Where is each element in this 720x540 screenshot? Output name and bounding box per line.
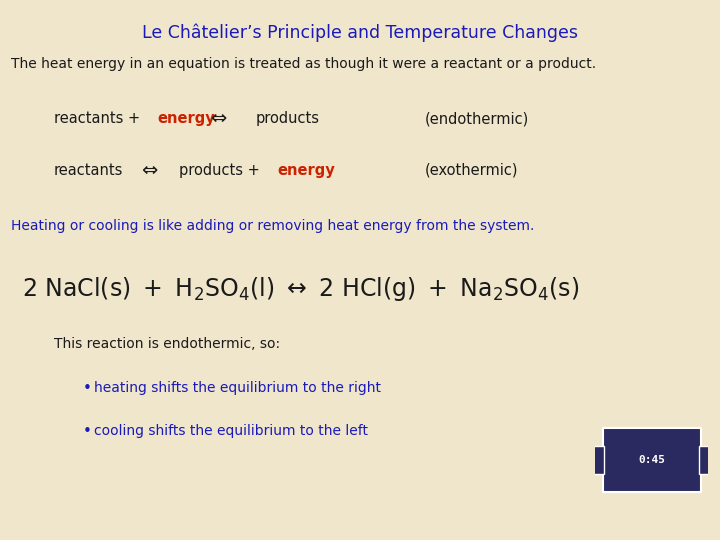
Text: ⇔: ⇔ xyxy=(141,160,158,180)
Text: energy: energy xyxy=(277,163,335,178)
Text: (exothermic): (exothermic) xyxy=(425,163,518,178)
Text: products: products xyxy=(256,111,320,126)
Text: ⇔: ⇔ xyxy=(210,109,227,129)
Text: 0:45: 0:45 xyxy=(638,455,665,465)
FancyBboxPatch shape xyxy=(699,446,711,475)
Text: (endothermic): (endothermic) xyxy=(425,111,529,126)
Text: •: • xyxy=(83,381,91,396)
FancyBboxPatch shape xyxy=(593,446,604,475)
Text: This reaction is endothermic, so:: This reaction is endothermic, so: xyxy=(54,338,280,352)
Text: products +: products + xyxy=(179,163,264,178)
Text: heating shifts the equilibrium to the right: heating shifts the equilibrium to the ri… xyxy=(94,381,381,395)
Text: $\mathregular{2\ NaCl(s)\ +\ H_2SO_4(l)\ \leftrightarrow\ 2\ HCl(g)\ +\ Na_2SO_4: $\mathregular{2\ NaCl(s)\ +\ H_2SO_4(l)\… xyxy=(22,275,579,303)
Text: reactants +: reactants + xyxy=(54,111,145,126)
FancyBboxPatch shape xyxy=(603,428,701,492)
Text: Le Châtelier’s Principle and Temperature Changes: Le Châtelier’s Principle and Temperature… xyxy=(142,23,578,42)
Text: •: • xyxy=(83,424,91,439)
Text: cooling shifts the equilibrium to the left: cooling shifts the equilibrium to the le… xyxy=(94,424,368,438)
Text: reactants: reactants xyxy=(54,163,123,178)
Text: Heating or cooling is like adding or removing heat energy from the system.: Heating or cooling is like adding or rem… xyxy=(11,219,534,233)
Text: energy: energy xyxy=(157,111,215,126)
Text: The heat energy in an equation is treated as though it were a reactant or a prod: The heat energy in an equation is treate… xyxy=(11,57,596,71)
